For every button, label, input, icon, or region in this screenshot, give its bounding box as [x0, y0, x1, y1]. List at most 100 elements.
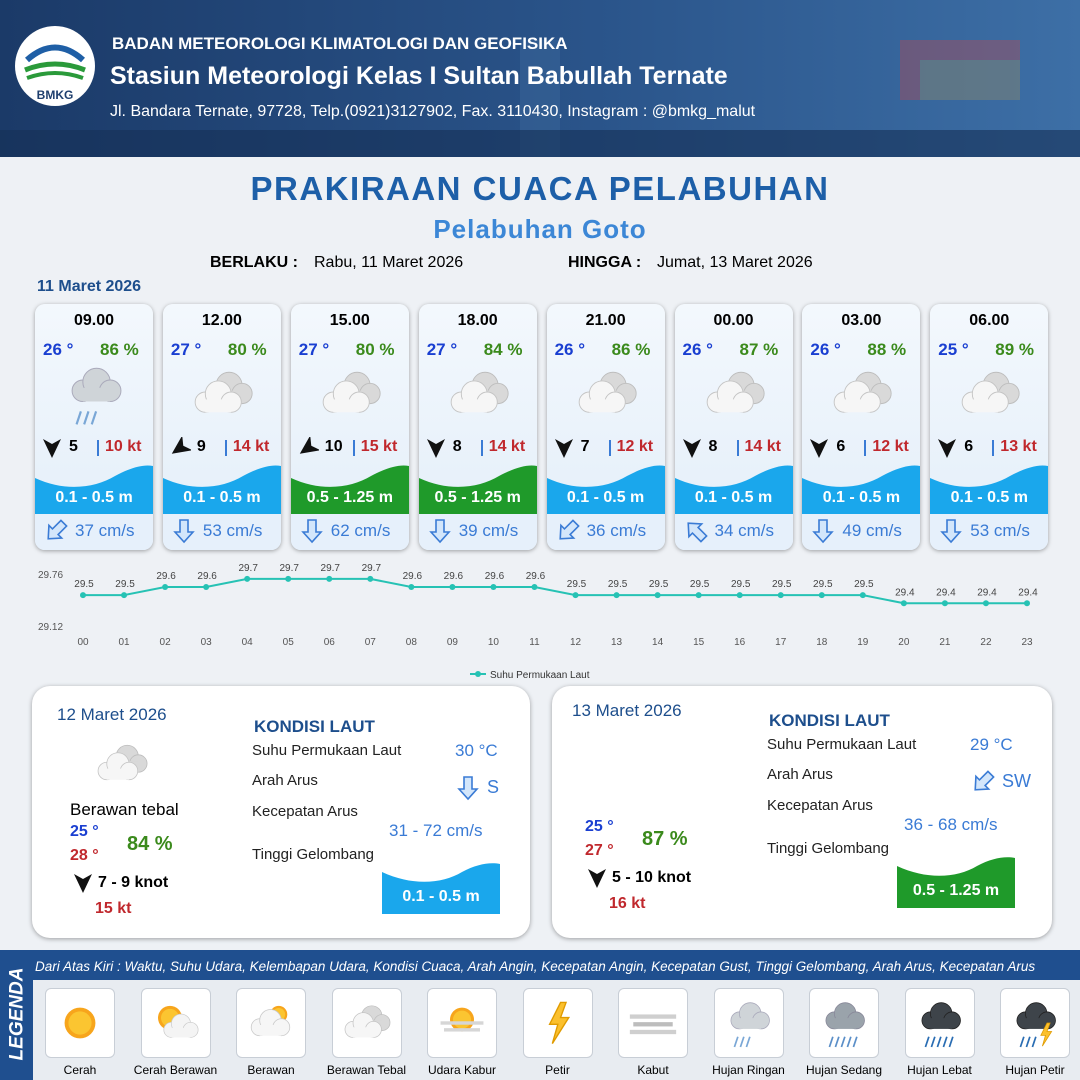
- humidity: 87 %: [739, 340, 779, 359]
- org-name: BADAN METEOROLOGI KLIMATOLOGI DAN GEOFIS…: [112, 34, 568, 53]
- x-tick-label: 03: [201, 637, 213, 648]
- icon-part: [825, 1002, 865, 1030]
- humidity: 84 %: [483, 340, 523, 359]
- point-label: 29.5: [74, 579, 94, 590]
- point-label: 29.6: [485, 571, 505, 582]
- wave-height: 0.1 - 0.5 m: [694, 489, 773, 506]
- wind-arrow-holder: [41, 437, 63, 464]
- icon-part: [440, 1021, 484, 1025]
- day3-box: 13 Maret 2026 25 ° 27 ° 87 % 5 - 10 knot 16 k…: [552, 686, 1052, 938]
- icon-part: [457, 776, 479, 801]
- point-label: 29.5: [813, 579, 833, 590]
- icon-part: [920, 60, 1020, 100]
- forecast-card: 15.00 27 ° 80 % 10 15 kt 0.5 - 1.25 m 62 cm/s: [290, 304, 409, 550]
- header: BMKG BADAN METEOROLOGI KLIMATOLOGI DAN G…: [0, 0, 1080, 157]
- icon-part: [948, 1036, 954, 1048]
- icon-part: [840, 1036, 846, 1048]
- wave-height: 0.1 - 0.5 m: [402, 888, 480, 905]
- icon-part: [730, 1002, 770, 1030]
- current-arrow: [428, 519, 451, 544]
- wave-label: Tinggi Gelombang: [767, 840, 890, 857]
- point-label: 29.4: [1018, 587, 1038, 598]
- sea-title: KONDISI LAUT: [254, 717, 375, 736]
- air-temp: 26 °: [43, 340, 74, 359]
- icon-part: [43, 439, 61, 458]
- separator: [992, 440, 995, 456]
- legend-description: Dari Atas Kiri : Waktu, Suhu Udara, Kele…: [35, 959, 1036, 974]
- weather-icon: [961, 371, 1020, 413]
- wave-holder: [290, 462, 409, 519]
- weather-icon: [450, 371, 509, 413]
- separator: [608, 440, 611, 456]
- legend-item-label: Hujan Lebat: [907, 1063, 972, 1077]
- point-label: 29.5: [608, 579, 628, 590]
- valid-to-label: HINGGA :: [568, 254, 642, 271]
- x-tick-label: 22: [980, 637, 992, 648]
- current-speed: 49 cm/s: [842, 521, 902, 540]
- icon-holder: [313, 360, 389, 433]
- weather-icon: [440, 1007, 484, 1032]
- x-tick-label: 05: [283, 637, 295, 648]
- point: [613, 592, 620, 599]
- separator: [736, 440, 739, 456]
- wave: [290, 465, 409, 514]
- wave: [897, 857, 1015, 908]
- point: [490, 584, 497, 590]
- wave-holder: [674, 462, 793, 519]
- point-label: 29.5: [772, 579, 792, 590]
- current-arrow: [940, 519, 963, 544]
- icon-part: [629, 1029, 677, 1035]
- wind-arrow: [938, 439, 957, 458]
- wind-arrow-holder: [681, 437, 703, 464]
- wind-arrow: [299, 435, 321, 454]
- icon-part: [24, 61, 86, 73]
- icon-part: [852, 1036, 858, 1048]
- gust: 10 kt: [105, 438, 142, 455]
- legend-item-label: Kabut: [637, 1063, 669, 1077]
- wind-speed: 10: [324, 438, 343, 455]
- icon-part: [82, 387, 111, 402]
- icon-part: [290, 465, 409, 514]
- current-arrow: [558, 519, 580, 540]
- wind-speed: 7: [580, 438, 590, 455]
- icon-part: [1019, 1036, 1025, 1048]
- legend-icon-box: [713, 988, 784, 1058]
- icon-part: [828, 1036, 834, 1048]
- x-tick-label: 04: [242, 637, 254, 648]
- icon-part: [90, 411, 98, 425]
- wind-speed: 6: [964, 438, 974, 455]
- icon-part: [453, 1010, 471, 1029]
- air-temp: 27 °: [170, 340, 202, 359]
- humidity: 80 %: [227, 340, 267, 359]
- humidity: 86 %: [611, 340, 651, 359]
- icon-part: [1016, 1002, 1056, 1030]
- x-tick-label: 01: [118, 637, 130, 648]
- icon-part: [26, 71, 84, 80]
- current-arrow: [974, 770, 995, 791]
- air-temp: 26 °: [554, 340, 586, 359]
- x-tick-label: 15: [693, 637, 705, 648]
- legend-item-label: Cerah Berawan: [133, 1063, 218, 1077]
- time: 21.00: [585, 312, 626, 329]
- point-label: 29.4: [977, 587, 997, 598]
- icon-part: [0, 130, 1080, 157]
- condition: Berawan tebal: [70, 800, 179, 819]
- icon-part: [844, 399, 871, 413]
- current-arrow-holder: [938, 518, 964, 549]
- gust: 16 kt: [609, 895, 646, 912]
- weather-icon: [97, 744, 148, 781]
- weather-icon: [1016, 1002, 1056, 1048]
- x-tick-label: 09: [447, 637, 459, 648]
- wind-speed: 8: [452, 438, 462, 455]
- icon-part: [929, 1018, 952, 1029]
- point-label: 29.6: [403, 571, 423, 582]
- legend-icon-box: [522, 988, 593, 1058]
- sst-chart: 29.12 29.76 00 01 02 03 04 05 06 07 08 09 10 11 12 13 14…: [38, 563, 1038, 681]
- wind-arrow: [588, 869, 606, 888]
- point-label: 29.5: [854, 579, 874, 590]
- current-speed: 31 - 72 cm/s: [389, 821, 483, 840]
- icon-part: [588, 399, 615, 413]
- icon-part: [686, 522, 708, 543]
- current-speed: 53 cm/s: [970, 521, 1030, 540]
- wind-arrow-holder: [425, 437, 447, 464]
